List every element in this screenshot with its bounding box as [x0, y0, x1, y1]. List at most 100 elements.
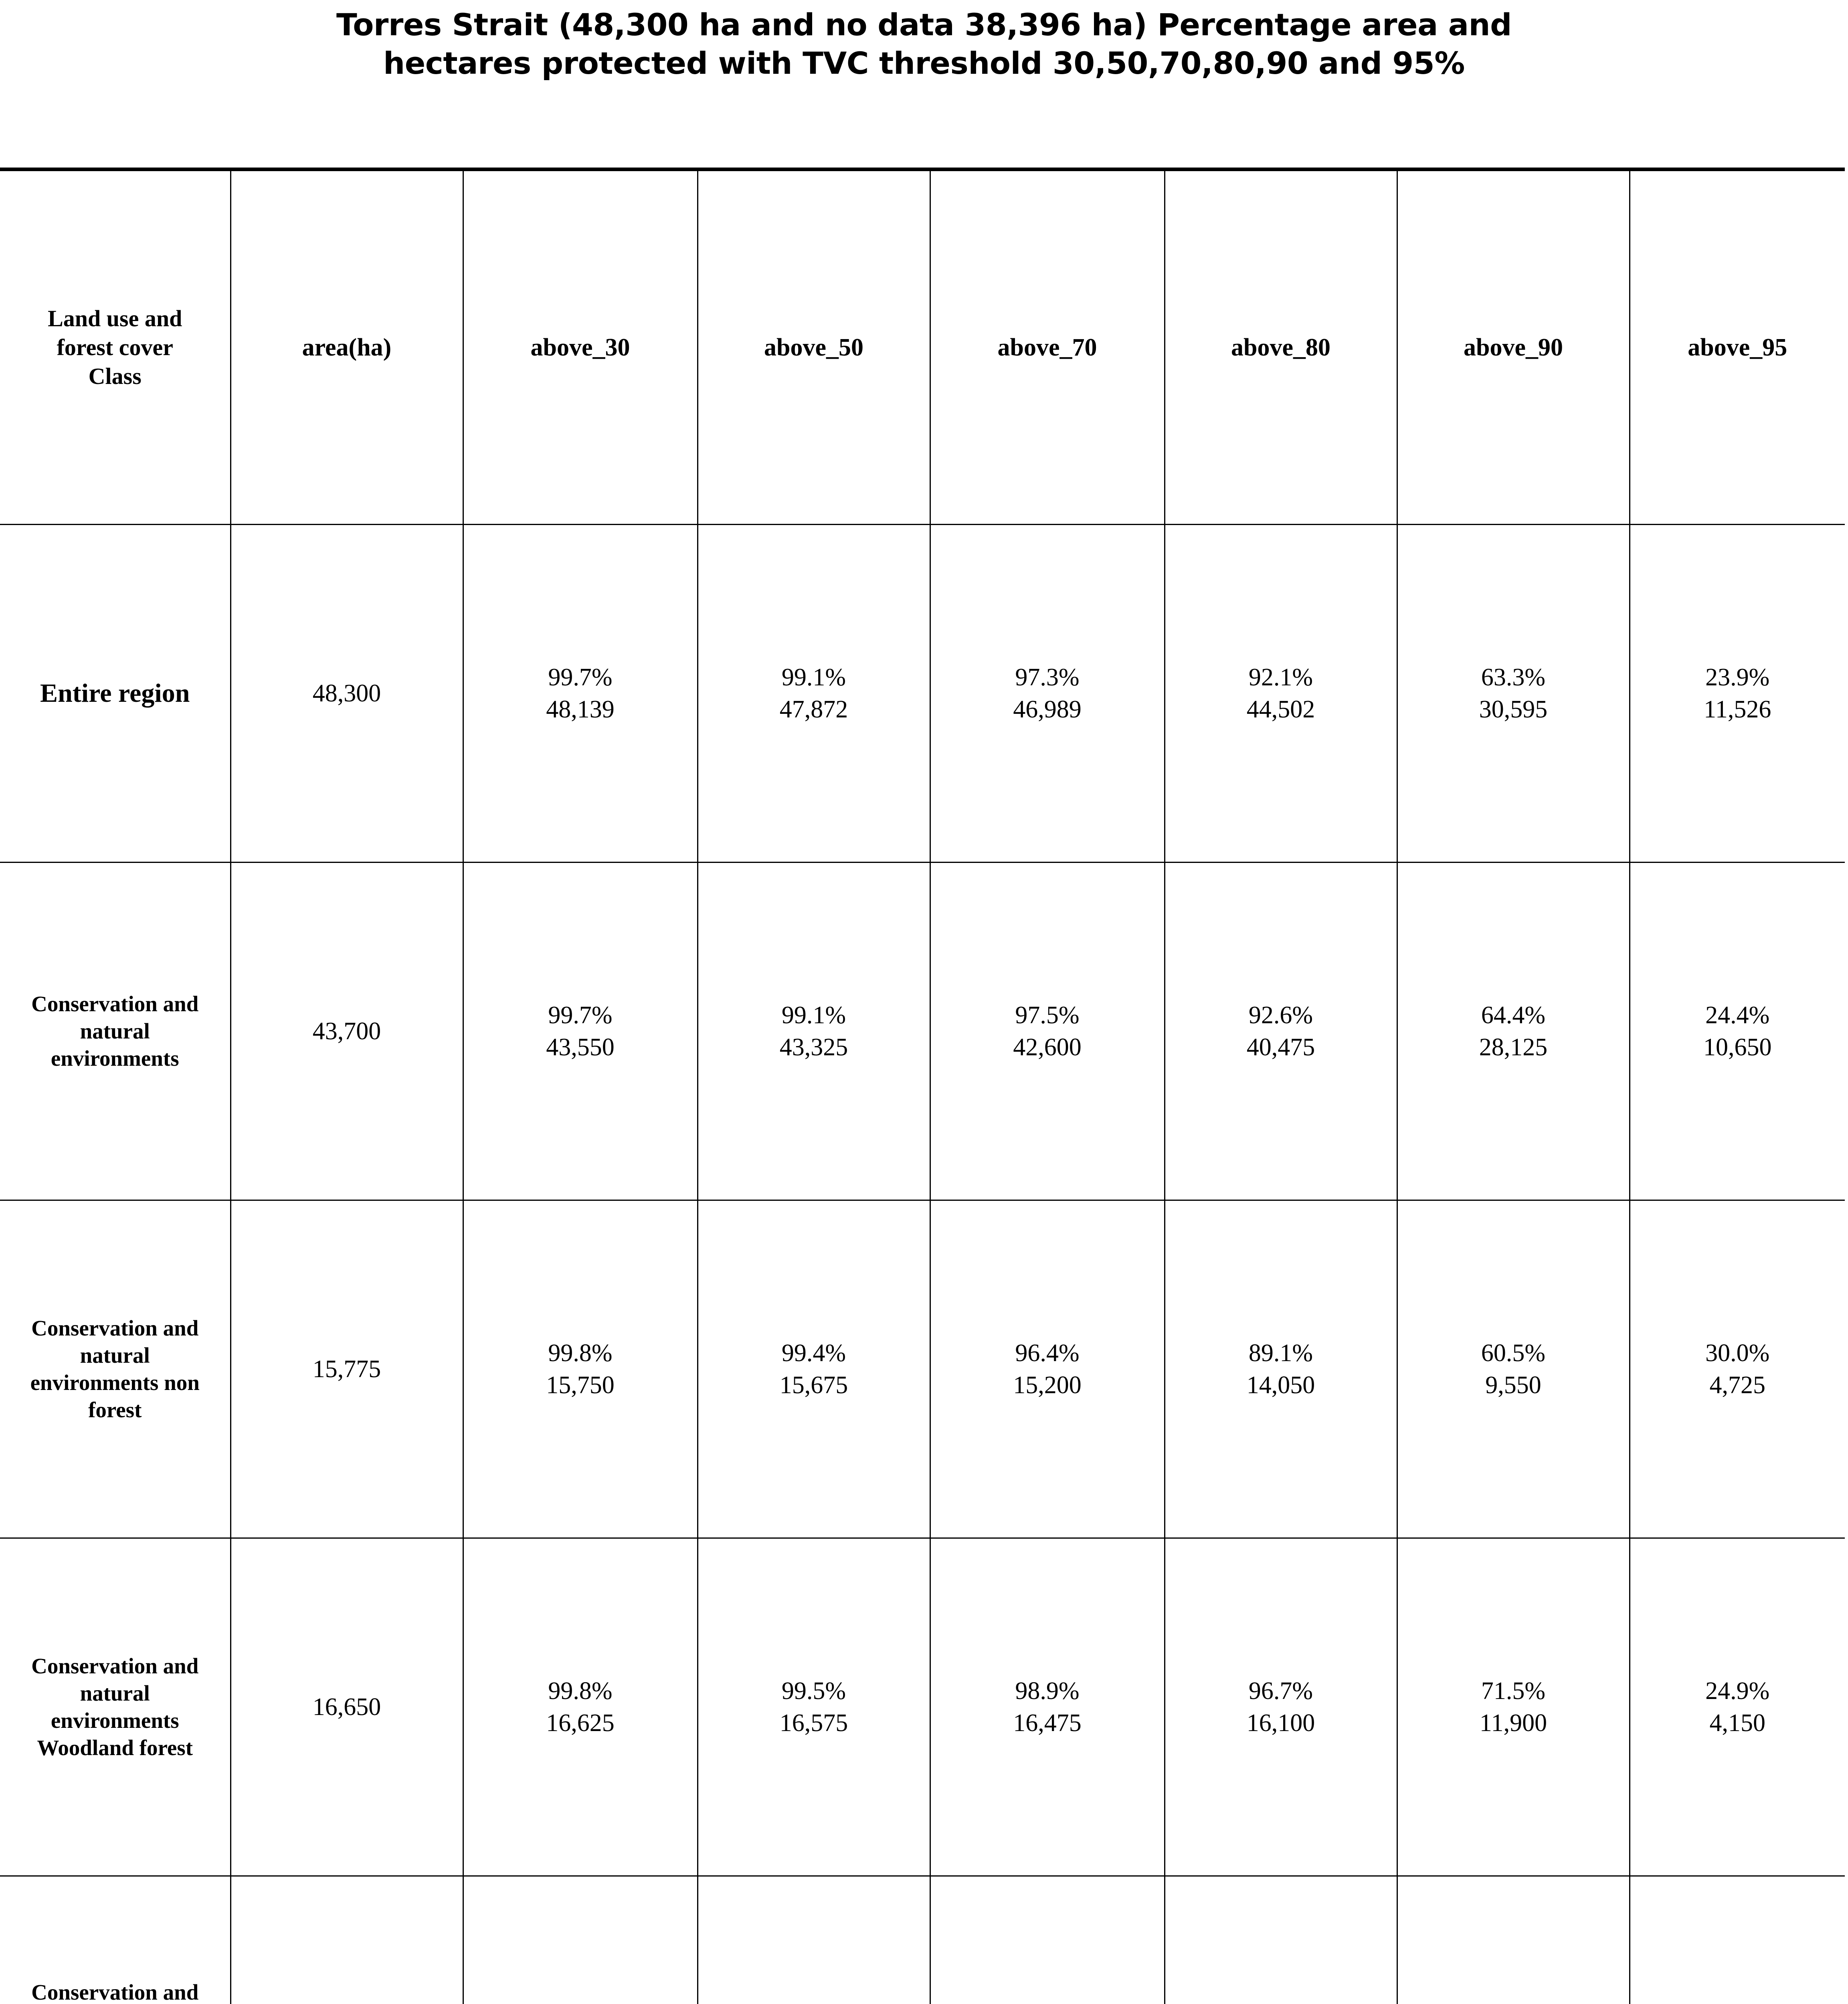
- table-row: Conservation andnaturalenvironmentsFores…: [0, 1875, 1845, 2004]
- row-label: Conservation andnaturalenvironmentsFores…: [0, 1979, 230, 2004]
- cell-hectares: 43,550: [546, 1034, 615, 1061]
- column-header-class-line2: forest cover: [57, 334, 173, 360]
- row-label: Conservation and natural environments: [0, 990, 230, 1072]
- cell-above-95: 15.7%1,775: [1629, 1875, 1845, 2004]
- table-row: Entire region 48,300 99.7% 48,139 99.1% 47,87…: [0, 524, 1845, 863]
- column-header-above-50-label: above_50: [764, 334, 863, 361]
- cell-above-95: 23.9% 11,526: [1629, 524, 1845, 863]
- cell-hectares: 40,475: [1246, 1034, 1315, 1061]
- cell-above-70: 96.9%10,925: [929, 1875, 1165, 2004]
- cell-percent: 24.9%: [1705, 1677, 1770, 1705]
- cell-above-90: 71.5% 11,900: [1396, 1537, 1630, 1877]
- cell-hectares: 16,475: [1013, 1709, 1082, 1737]
- column-header-above-50: above_50: [697, 169, 931, 525]
- cell-hectares: 16,100: [1246, 1709, 1315, 1737]
- cell-percent: 71.5%: [1481, 1677, 1546, 1705]
- cell-percent: 99.7%: [548, 664, 613, 691]
- cell-above-80: 96.7% 16,100: [1164, 1537, 1398, 1877]
- cell-hectares: 10,650: [1703, 1034, 1772, 1061]
- cell-above-50: 99.4% 15,675: [697, 1200, 931, 1539]
- cell-percent: 99.8%: [548, 1339, 613, 1367]
- row-label: Conservation and natural environments non f…: [0, 1315, 230, 1424]
- row-label-cell: Entire region: [0, 524, 231, 863]
- cell-percent: 92.6%: [1248, 1002, 1313, 1029]
- row-label-line: environments: [51, 1046, 179, 1071]
- cell-area: 11,275: [230, 1875, 464, 2004]
- cell-above-95: 24.4% 10,650: [1629, 862, 1845, 1201]
- cell-hectares: 11,900: [1479, 1709, 1547, 1737]
- column-header-above-90-label: above_90: [1464, 334, 1563, 361]
- cell-hectares: 47,872: [779, 696, 848, 723]
- cell-above-50: 99.1% 47,872: [697, 524, 931, 863]
- cell-percent: 63.3%: [1481, 664, 1546, 691]
- row-label-cell: Conservation and natural environments non f…: [0, 1200, 231, 1539]
- cell-above-80: 89.1% 14,050: [1164, 1200, 1398, 1539]
- cell-percent: 99.5%: [781, 1677, 846, 1705]
- cell-hectares: 9,550: [1485, 1372, 1541, 1399]
- cell-above-95: 24.9% 4,150: [1629, 1537, 1845, 1877]
- column-header-above-80: above_80: [1164, 169, 1398, 525]
- cell-above-90: 59.2%6,675: [1396, 1875, 1630, 2004]
- cell-hectares: 11,526: [1704, 696, 1771, 723]
- cell-above-70: 97.5% 42,600: [929, 862, 1165, 1201]
- cell-above-70: 98.9% 16,475: [929, 1537, 1165, 1877]
- cell-hectares: 15,675: [779, 1372, 848, 1399]
- cell-above-50: 99.5% 16,575: [697, 1537, 931, 1877]
- cell-percent: 60.5%: [1481, 1339, 1546, 1367]
- cell-area: 15,775: [230, 1200, 464, 1539]
- cell-area: 16,650: [230, 1537, 464, 1877]
- cell-hectares: 46,989: [1013, 696, 1082, 723]
- column-header-class-line1: Land use and: [48, 305, 182, 331]
- cell-above-70: 96.4% 15,200: [929, 1200, 1165, 1539]
- row-label-line: environments non: [30, 1370, 200, 1395]
- column-header-above-95: above_95: [1629, 169, 1845, 525]
- cell-area-value: 15,775: [312, 1356, 381, 1383]
- cell-percent: 99.1%: [781, 664, 846, 691]
- row-label-line: Conservation and: [31, 1980, 199, 2004]
- column-header-above-70-label: above_70: [997, 334, 1097, 361]
- cell-above-90: 64.4% 28,125: [1396, 862, 1630, 1201]
- column-header-above-70: above_70: [929, 169, 1165, 525]
- column-header-above-30: above_30: [462, 169, 698, 525]
- row-label-line: environments: [51, 1708, 179, 1733]
- cell-percent: 23.9%: [1705, 664, 1770, 691]
- table-row: Conservation and natural environments 43,70…: [0, 862, 1845, 1201]
- cell-above-30: 99.8% 16,625: [462, 1537, 698, 1877]
- cell-percent: 97.5%: [1015, 1002, 1080, 1029]
- table-header: Land use and forest cover Class area(ha)…: [0, 169, 1845, 525]
- cell-above-70: 97.3% 46,989: [929, 524, 1165, 863]
- column-header-above-30-label: above_30: [530, 334, 630, 361]
- cell-hectares: 28,125: [1479, 1034, 1548, 1061]
- row-label-line: Conservation and: [31, 1654, 199, 1678]
- cell-percent: 92.1%: [1248, 664, 1313, 691]
- data-table-container: Land use and forest cover Class area(ha)…: [0, 168, 1845, 2004]
- cell-above-30: 99.7% 43,550: [462, 862, 698, 1201]
- row-label-line: Conservation and: [31, 992, 199, 1016]
- cell-area: 43,700: [230, 862, 464, 1201]
- cell-area: 48,300: [230, 524, 464, 863]
- cell-hectares: 14,050: [1246, 1372, 1315, 1399]
- cell-hectares: 15,200: [1013, 1372, 1082, 1399]
- cell-hectares: 43,325: [779, 1034, 848, 1061]
- cell-above-30: 99.8% 15,750: [462, 1200, 698, 1539]
- row-label: Conservation and natural environments Woodl…: [0, 1652, 230, 1762]
- tvc-threshold-table: Land use and forest cover Class area(ha)…: [0, 168, 1845, 2004]
- cell-hectares: 48,139: [546, 696, 615, 723]
- cell-percent: 97.3%: [1015, 664, 1080, 691]
- column-header-class: Land use and forest cover Class: [0, 169, 231, 525]
- cell-percent: 24.4%: [1705, 1002, 1770, 1029]
- column-header-above-80-label: above_80: [1231, 334, 1330, 361]
- cell-hectares: 16,575: [779, 1709, 848, 1737]
- cell-above-80: 92.1% 44,502: [1164, 524, 1398, 863]
- table-row: Conservation and natural environments Woodl…: [0, 1537, 1845, 1877]
- row-label-line: natural: [80, 1343, 150, 1368]
- cell-above-90: 60.5% 9,550: [1396, 1200, 1630, 1539]
- cell-hectares: 15,750: [546, 1372, 615, 1399]
- header-row: Land use and forest cover Class area(ha)…: [0, 169, 1845, 525]
- cell-above-90: 63.3% 30,595: [1396, 524, 1630, 863]
- cell-above-80: 92.6% 40,475: [1164, 862, 1398, 1201]
- cell-area-value: 16,650: [312, 1693, 381, 1721]
- cell-percent: 96.4%: [1015, 1339, 1080, 1367]
- cell-percent: 99.1%: [781, 1002, 846, 1029]
- cell-above-95: 30.0% 4,725: [1629, 1200, 1845, 1539]
